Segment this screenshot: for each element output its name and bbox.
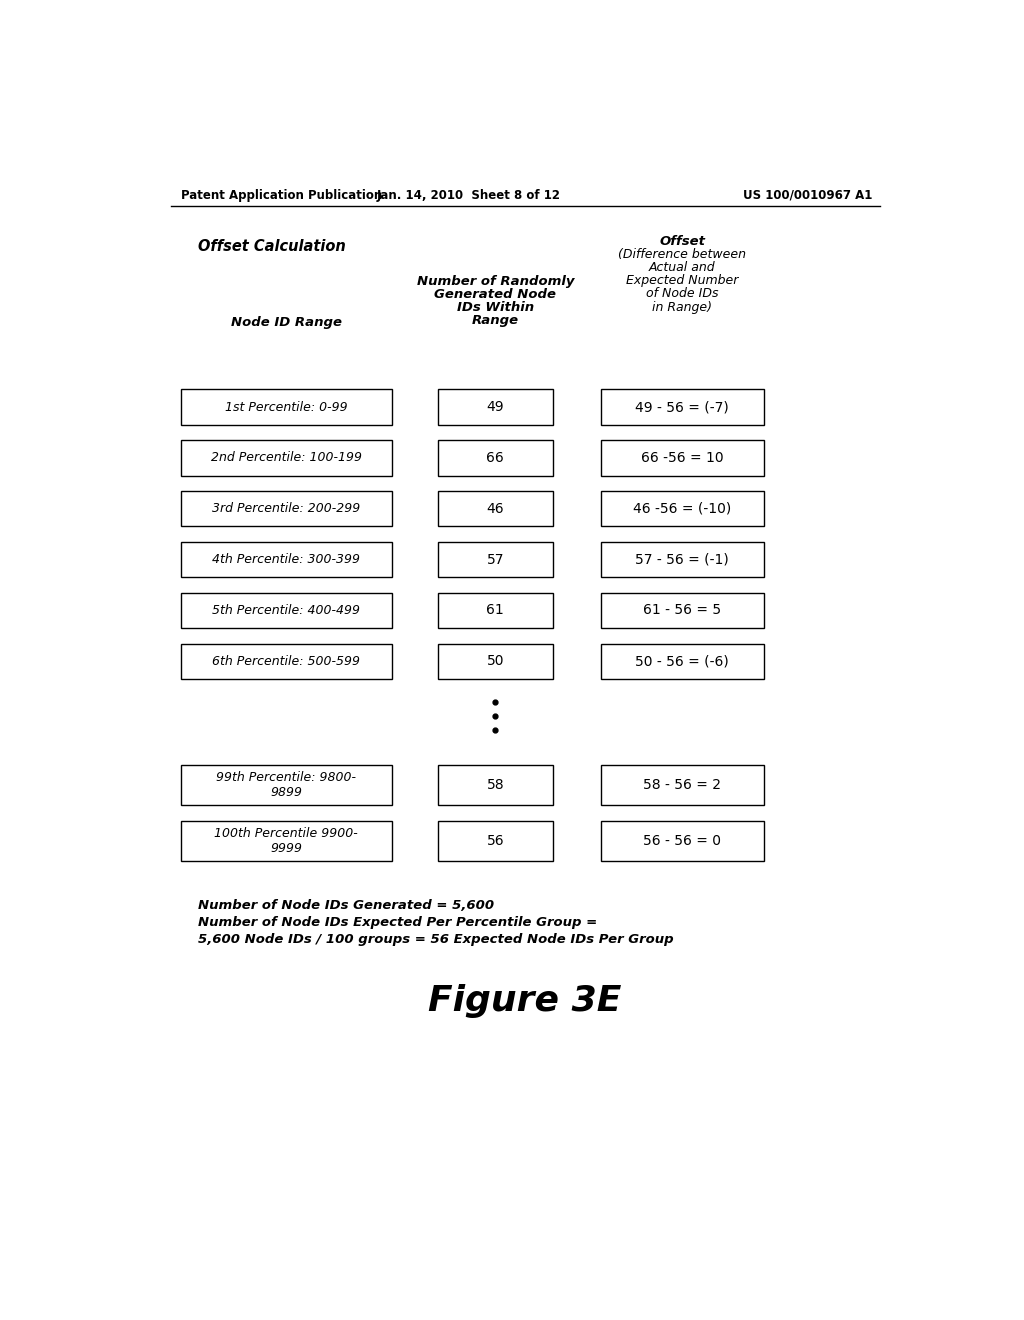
FancyBboxPatch shape	[180, 543, 391, 577]
Text: 56 - 56 = 0: 56 - 56 = 0	[643, 834, 721, 847]
FancyBboxPatch shape	[601, 441, 764, 475]
FancyBboxPatch shape	[438, 389, 553, 425]
FancyBboxPatch shape	[180, 821, 391, 861]
FancyBboxPatch shape	[180, 593, 391, 628]
Text: 57: 57	[486, 553, 504, 566]
Text: Node ID Range: Node ID Range	[230, 315, 342, 329]
FancyBboxPatch shape	[601, 593, 764, 628]
Text: 3rd Percentile: 200-299: 3rd Percentile: 200-299	[212, 502, 360, 515]
Text: of Node IDs: of Node IDs	[646, 288, 719, 301]
Text: 5th Percentile: 400-499: 5th Percentile: 400-499	[212, 603, 360, 616]
Text: 66 -56 = 10: 66 -56 = 10	[641, 451, 723, 465]
Text: 56: 56	[486, 834, 504, 847]
Text: 50: 50	[486, 655, 504, 668]
Text: US 100/0010967 A1: US 100/0010967 A1	[742, 189, 872, 202]
Text: Patent Application Publication: Patent Application Publication	[180, 189, 382, 202]
Text: 50 - 56 = (-6): 50 - 56 = (-6)	[635, 655, 729, 668]
FancyBboxPatch shape	[180, 441, 391, 475]
FancyBboxPatch shape	[438, 441, 553, 475]
FancyBboxPatch shape	[438, 821, 553, 861]
Text: 46: 46	[486, 502, 504, 516]
Text: 49: 49	[486, 400, 504, 414]
Text: Number of Node IDs Expected Per Percentile Group =: Number of Node IDs Expected Per Percenti…	[198, 916, 597, 929]
Text: Figure 3E: Figure 3E	[428, 983, 622, 1018]
Text: 61 - 56 = 5: 61 - 56 = 5	[643, 603, 721, 618]
Text: 58: 58	[486, 779, 504, 792]
Text: Offset: Offset	[659, 235, 706, 248]
FancyBboxPatch shape	[438, 644, 553, 678]
Text: 6th Percentile: 500-599: 6th Percentile: 500-599	[212, 655, 360, 668]
Text: 1st Percentile: 0-99: 1st Percentile: 0-99	[225, 400, 347, 413]
Text: Number of Node IDs Generated = 5,600: Number of Node IDs Generated = 5,600	[198, 899, 494, 912]
FancyBboxPatch shape	[438, 766, 553, 805]
FancyBboxPatch shape	[601, 766, 764, 805]
Text: 66: 66	[486, 451, 504, 465]
Text: IDs Within: IDs Within	[457, 301, 534, 314]
Text: 61: 61	[486, 603, 504, 618]
FancyBboxPatch shape	[601, 644, 764, 678]
Text: 5,600 Node IDs / 100 groups = 56 Expected Node IDs Per Group: 5,600 Node IDs / 100 groups = 56 Expecte…	[198, 933, 674, 945]
Text: Number of Randomly: Number of Randomly	[417, 275, 574, 288]
FancyBboxPatch shape	[180, 491, 391, 527]
Text: 100th Percentile 9900-
9999: 100th Percentile 9900- 9999	[214, 826, 358, 854]
Text: 2nd Percentile: 100-199: 2nd Percentile: 100-199	[211, 451, 361, 465]
Text: Offset Calculation: Offset Calculation	[198, 239, 345, 255]
FancyBboxPatch shape	[601, 491, 764, 527]
Text: 99th Percentile: 9800-
9899: 99th Percentile: 9800- 9899	[216, 771, 356, 799]
Text: 57 - 56 = (-1): 57 - 56 = (-1)	[635, 553, 729, 566]
FancyBboxPatch shape	[438, 543, 553, 577]
FancyBboxPatch shape	[601, 543, 764, 577]
FancyBboxPatch shape	[180, 766, 391, 805]
Text: Actual and: Actual and	[649, 261, 716, 275]
Text: 46 -56 = (-10): 46 -56 = (-10)	[633, 502, 731, 516]
Text: (Difference between: (Difference between	[618, 248, 746, 261]
Text: 49 - 56 = (-7): 49 - 56 = (-7)	[635, 400, 729, 414]
FancyBboxPatch shape	[438, 491, 553, 527]
FancyBboxPatch shape	[180, 644, 391, 678]
FancyBboxPatch shape	[180, 389, 391, 425]
Text: in Range): in Range)	[652, 301, 712, 314]
FancyBboxPatch shape	[438, 593, 553, 628]
Text: Jan. 14, 2010  Sheet 8 of 12: Jan. 14, 2010 Sheet 8 of 12	[377, 189, 561, 202]
Text: Generated Node: Generated Node	[434, 288, 556, 301]
Text: Expected Number: Expected Number	[626, 275, 738, 288]
Text: Range: Range	[472, 314, 519, 327]
Text: 4th Percentile: 300-399: 4th Percentile: 300-399	[212, 553, 360, 566]
Text: 58 - 56 = 2: 58 - 56 = 2	[643, 779, 721, 792]
FancyBboxPatch shape	[601, 389, 764, 425]
FancyBboxPatch shape	[601, 821, 764, 861]
